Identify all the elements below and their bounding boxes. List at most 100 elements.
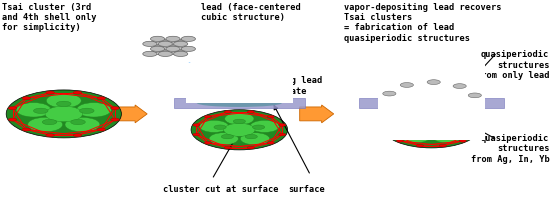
Ellipse shape (45, 106, 82, 122)
Circle shape (8, 107, 17, 110)
FancyArrow shape (113, 105, 147, 123)
Circle shape (416, 144, 424, 147)
Circle shape (158, 51, 172, 56)
Circle shape (248, 146, 255, 149)
Circle shape (22, 128, 31, 131)
Circle shape (279, 133, 286, 136)
Ellipse shape (200, 120, 229, 132)
Ellipse shape (442, 118, 471, 130)
Circle shape (471, 122, 478, 124)
Circle shape (166, 36, 180, 41)
Circle shape (151, 36, 165, 41)
Circle shape (444, 95, 456, 100)
Circle shape (468, 93, 481, 98)
Circle shape (97, 97, 106, 100)
Ellipse shape (225, 113, 254, 125)
FancyBboxPatch shape (173, 98, 305, 108)
Circle shape (221, 134, 234, 139)
Circle shape (427, 80, 441, 84)
Circle shape (46, 134, 54, 137)
Ellipse shape (401, 131, 430, 143)
Circle shape (400, 83, 414, 87)
Ellipse shape (46, 94, 81, 108)
Circle shape (22, 97, 31, 100)
Circle shape (406, 123, 418, 127)
Ellipse shape (417, 111, 446, 123)
Circle shape (248, 111, 255, 113)
Ellipse shape (392, 91, 421, 103)
Text: surface: surface (289, 185, 326, 194)
Circle shape (181, 46, 195, 51)
Circle shape (143, 41, 157, 46)
Circle shape (437, 132, 449, 137)
Text: quasiperiodic
structures
from Ag, In, Yb: quasiperiodic structures from Ag, In, Yb (471, 134, 549, 164)
Circle shape (416, 81, 424, 83)
Circle shape (416, 109, 424, 111)
Text: quasiperiodic
structures
from only lead: quasiperiodic structures from only lead (476, 50, 549, 80)
Text: Tsai cluster (3rd
and 4th shell only
for simplicity): Tsai cluster (3rd and 4th shell only for… (2, 3, 96, 32)
Circle shape (181, 36, 195, 41)
Ellipse shape (392, 118, 421, 130)
Ellipse shape (76, 103, 111, 117)
Circle shape (252, 125, 265, 129)
Circle shape (383, 91, 396, 96)
Bar (185, 63, 293, 103)
Circle shape (267, 142, 274, 144)
Ellipse shape (224, 123, 255, 136)
Circle shape (439, 109, 447, 111)
Circle shape (214, 125, 226, 129)
Ellipse shape (383, 80, 480, 120)
Circle shape (385, 122, 392, 124)
Circle shape (397, 86, 404, 88)
Text: cluster cut at surface: cluster cut at surface (163, 185, 278, 194)
Circle shape (453, 84, 466, 88)
Circle shape (459, 113, 466, 116)
Circle shape (173, 51, 188, 56)
Circle shape (471, 94, 478, 97)
FancyArrow shape (300, 105, 334, 123)
Circle shape (34, 108, 48, 113)
Ellipse shape (416, 121, 447, 134)
Circle shape (73, 134, 82, 137)
Ellipse shape (240, 133, 270, 145)
Circle shape (224, 146, 232, 149)
Circle shape (205, 115, 212, 118)
Circle shape (233, 119, 245, 124)
Ellipse shape (6, 90, 122, 138)
Ellipse shape (197, 99, 282, 107)
Ellipse shape (432, 131, 461, 143)
Ellipse shape (16, 103, 51, 117)
Circle shape (397, 113, 404, 116)
Circle shape (459, 140, 466, 142)
Ellipse shape (383, 108, 480, 148)
Ellipse shape (250, 120, 279, 132)
Text: vapor-depositing lead
atoms on substrate: vapor-depositing lead atoms on substrate (212, 76, 322, 96)
Circle shape (57, 101, 71, 106)
Ellipse shape (209, 133, 238, 145)
Bar (378, 103, 485, 140)
Ellipse shape (417, 83, 446, 95)
Circle shape (71, 119, 85, 125)
Circle shape (46, 91, 54, 94)
Circle shape (397, 140, 404, 142)
Circle shape (173, 41, 188, 46)
Circle shape (193, 133, 200, 136)
Circle shape (166, 46, 180, 51)
Circle shape (279, 124, 286, 126)
Circle shape (143, 51, 157, 56)
Bar (378, 63, 485, 103)
Circle shape (267, 115, 274, 118)
Circle shape (111, 118, 119, 121)
Circle shape (111, 107, 119, 110)
Circle shape (224, 111, 232, 113)
Ellipse shape (416, 93, 447, 107)
Circle shape (80, 108, 94, 113)
Circle shape (425, 117, 437, 122)
Ellipse shape (28, 117, 63, 132)
Circle shape (385, 131, 392, 134)
Circle shape (459, 86, 466, 88)
Ellipse shape (191, 110, 288, 150)
Circle shape (444, 123, 456, 127)
Circle shape (158, 41, 172, 46)
Circle shape (406, 95, 418, 100)
